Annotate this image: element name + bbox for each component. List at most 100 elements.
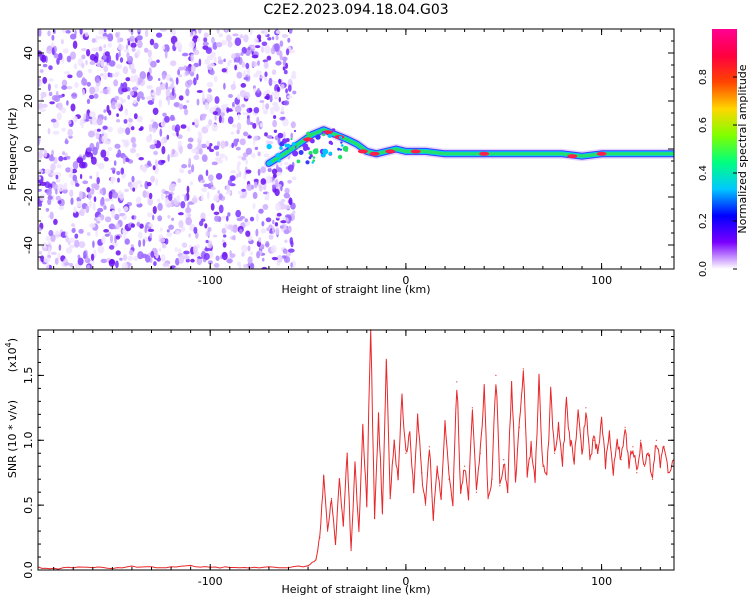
noise-cell: [38, 102, 43, 110]
noise-cell: [229, 175, 236, 182]
noise-cell: [48, 229, 54, 237]
noise-cell: [167, 215, 171, 219]
snr-data-point: [514, 478, 517, 480]
snr-data-point: [593, 439, 595, 441]
noise-cell: [222, 252, 228, 261]
noise-cell: [104, 116, 107, 121]
noise-cell: [85, 113, 89, 122]
noise-cell: [56, 178, 61, 183]
noise-cell: [213, 145, 220, 150]
noise-cell: [169, 77, 173, 82]
noise-cell: [236, 173, 239, 179]
snr-data-point: [648, 452, 650, 454]
noise-cell: [81, 122, 84, 129]
noise-cell: [160, 254, 166, 262]
ridge-speckle: [337, 147, 340, 151]
ridge-peak: [410, 149, 421, 154]
noise-cell: [234, 64, 238, 71]
noise-cell: [283, 229, 290, 235]
snr-data-point: [342, 524, 344, 526]
noise-cell: [257, 168, 261, 176]
noise-cell: [167, 154, 170, 162]
noise-cell: [290, 121, 296, 129]
noise-cell: [123, 233, 126, 241]
noise-cell: [153, 261, 157, 267]
noise-cell: [239, 216, 246, 219]
snr-data-point: [573, 459, 575, 461]
noise-cell: [247, 69, 250, 77]
noise-cell: [146, 96, 153, 100]
noise-cell: [251, 153, 256, 159]
noise-cell: [41, 244, 48, 252]
noise-cell: [292, 260, 296, 268]
noise-cell: [122, 66, 129, 75]
snr-data-point: [432, 517, 434, 519]
noise-cell: [253, 135, 259, 141]
noise-cell: [141, 96, 145, 100]
noise-cell: [246, 112, 251, 117]
noise-cell: [287, 248, 295, 253]
noise-cell: [197, 143, 203, 149]
ridge-speckle: [312, 156, 316, 159]
noise-cell: [218, 115, 222, 124]
noise-cell: [282, 66, 286, 71]
noise-cell: [72, 40, 78, 49]
noise-cell: [155, 87, 162, 96]
figure-title: C2E2.2023.094.18.04.G03: [263, 2, 448, 18]
noise-cell: [92, 202, 96, 211]
noise-cell: [102, 89, 109, 94]
noise-cell: [237, 161, 242, 166]
snr-data-point: [393, 439, 395, 441]
noise-cell: [227, 116, 234, 125]
noise-cell: [263, 109, 269, 115]
noise-cell: [41, 54, 47, 63]
snr-data-point: [538, 381, 540, 383]
noise-cell: [93, 93, 99, 99]
noise-cell: [152, 107, 159, 116]
snr-data-point: [507, 491, 509, 493]
noise-cell: [176, 195, 181, 203]
noise-cell: [219, 153, 226, 159]
noise-cell: [47, 128, 51, 135]
noise-cell: [137, 40, 143, 49]
noise-cell: [70, 166, 73, 174]
noise-cell: [103, 65, 109, 73]
noise-cell: [139, 71, 147, 80]
snr-data-point: [577, 413, 579, 415]
noise-cell: [136, 115, 143, 123]
noise-cell: [224, 29, 228, 32]
snr-data-point: [561, 465, 564, 467]
noise-cell: [38, 227, 42, 232]
noise-cell: [220, 40, 227, 46]
noise-cell: [131, 47, 136, 52]
snr-data-point: [487, 498, 489, 500]
noise-cell: [63, 71, 70, 75]
noise-cell: [288, 197, 293, 206]
noise-cell: [46, 189, 52, 196]
noise-cell: [53, 218, 58, 225]
noise-cell: [281, 34, 288, 38]
noise-cell: [53, 95, 61, 103]
noise-cell: [251, 61, 257, 68]
noise-cell: [282, 131, 286, 140]
noise-cell: [233, 138, 238, 147]
noise-cell: [205, 140, 210, 147]
noise-cell: [132, 99, 137, 105]
noise-cell: [62, 151, 66, 156]
noise-cell: [126, 52, 130, 59]
noise-cell: [157, 215, 163, 222]
noise-cell: [209, 69, 215, 76]
noise-cell: [196, 90, 203, 93]
noise-cell: [290, 132, 294, 139]
noise-cell: [122, 254, 128, 261]
noise-cell: [271, 80, 278, 84]
noise-cell: [90, 253, 95, 261]
noise-cell: [239, 194, 246, 199]
noise-cell: [241, 188, 246, 192]
noise-cell: [174, 247, 178, 252]
noise-cell: [83, 250, 87, 259]
noise-cell: [127, 95, 131, 100]
noise-cell: [230, 170, 237, 174]
noise-cell: [245, 169, 252, 174]
snr-data-point: [530, 446, 532, 448]
